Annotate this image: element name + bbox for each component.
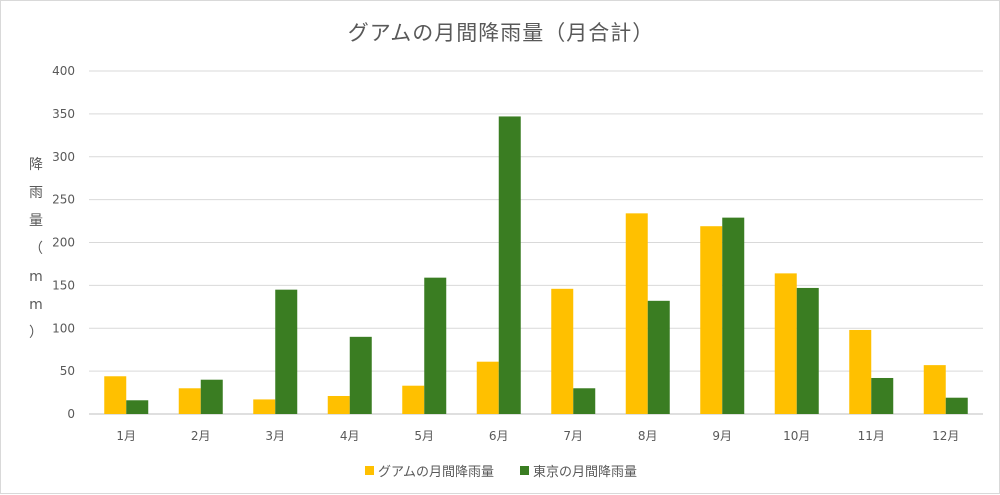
bar-guam	[253, 399, 276, 414]
bar-tokyo	[349, 336, 372, 414]
bar-guam	[104, 376, 127, 414]
x-tick-label: 4月	[340, 429, 360, 443]
bar-guam	[700, 226, 723, 414]
legend-swatch-tokyo	[520, 466, 530, 475]
bar-guam	[849, 329, 872, 414]
y-axis-label-char: ）	[29, 325, 43, 341]
y-axis-label-char: 降	[29, 157, 43, 173]
x-tick-label: 7月	[563, 429, 583, 443]
bar-tokyo	[200, 379, 223, 414]
y-axis-label-char: m	[29, 269, 43, 285]
y-tick-label: 300	[52, 150, 75, 164]
legend-item-guam: グアムの月間降雨量	[364, 461, 495, 480]
bar-guam	[476, 361, 499, 414]
legend-swatch-guam	[364, 466, 374, 475]
bar-guam	[774, 273, 797, 414]
bar-guam	[551, 288, 574, 414]
bar-guam	[923, 365, 946, 414]
bar-tokyo	[498, 116, 521, 414]
y-axis-label-char: 量	[29, 213, 43, 229]
y-tick-label: 400	[52, 64, 75, 78]
legend: グアムの月間降雨量 東京の月間降雨量	[1, 461, 1000, 480]
bar-guam	[402, 385, 425, 414]
x-tick-label: 2月	[191, 429, 211, 443]
x-tick-label: 1月	[116, 429, 136, 443]
bar-tokyo	[647, 300, 670, 414]
bar-tokyo	[796, 287, 819, 414]
bar-tokyo	[126, 400, 149, 414]
legend-label-guam: グアムの月間降雨量	[377, 465, 495, 480]
x-tick-label: 11月	[858, 429, 885, 443]
y-axis-label-char: （	[29, 241, 43, 257]
x-tick-label: 10月	[783, 429, 810, 443]
y-tick-label: 100	[52, 321, 75, 335]
x-tick-label: 5月	[414, 429, 434, 443]
bar-guam	[178, 388, 201, 414]
legend-label-tokyo: 東京の月間降雨量	[533, 465, 638, 480]
bar-tokyo	[275, 289, 298, 414]
bar-tokyo	[573, 388, 596, 414]
x-tick-label: 6月	[489, 429, 509, 443]
bar-tokyo	[871, 377, 894, 414]
x-tick-label: 8月	[638, 429, 658, 443]
y-axis-label-char: m	[29, 297, 43, 313]
bar-guam	[625, 213, 648, 414]
y-tick-label: 150	[52, 278, 75, 292]
x-tick-label: 9月	[712, 429, 732, 443]
y-tick-label: 50	[60, 364, 75, 378]
chart-title: グアムの月間降雨量（月合計）	[347, 21, 655, 45]
y-tick-label: 250	[52, 193, 75, 207]
bar-tokyo	[722, 217, 745, 414]
bar-tokyo	[945, 397, 968, 414]
y-axis-label: 降雨量 （ m m ）	[23, 151, 49, 347]
y-axis-label-char: 雨	[29, 185, 43, 201]
bar-tokyo	[424, 277, 447, 414]
y-tick-label: 200	[52, 236, 75, 250]
y-tick-label: 350	[52, 107, 75, 121]
y-tick-label: 0	[67, 407, 75, 421]
x-tick-label: 12月	[932, 429, 959, 443]
legend-item-tokyo: 東京の月間降雨量	[520, 461, 637, 480]
x-tick-label: 3月	[265, 429, 285, 443]
bar-guam	[327, 395, 350, 414]
